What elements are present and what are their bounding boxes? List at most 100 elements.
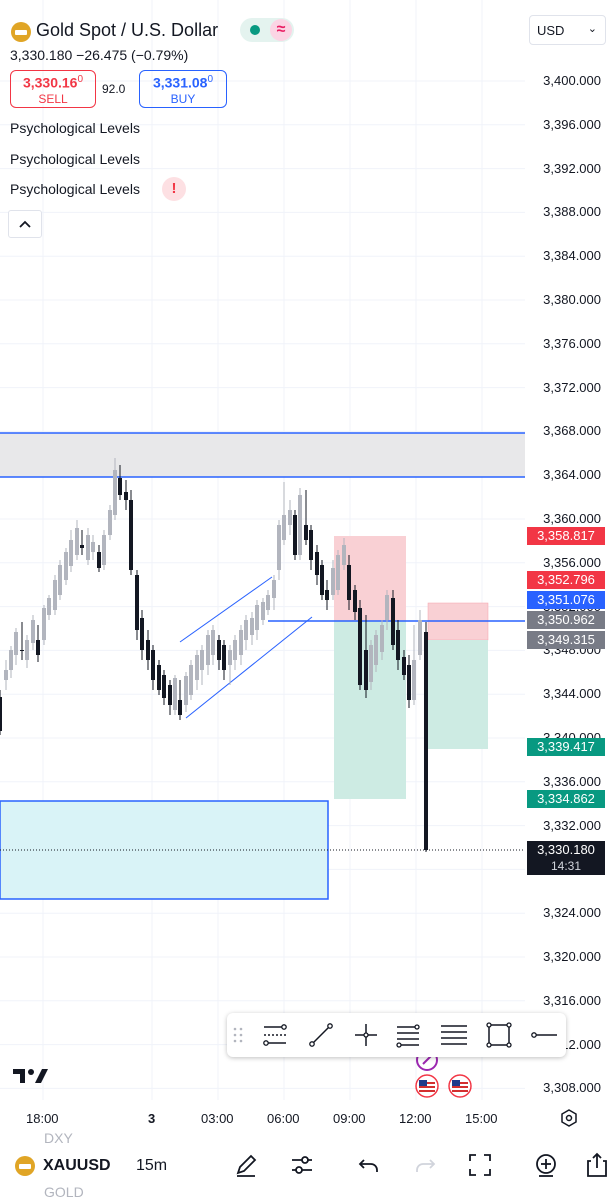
market-status[interactable]: ≈ [240, 18, 294, 42]
candle-body [298, 495, 302, 555]
indicator-legend-3[interactable]: Psychological Levels [10, 181, 140, 197]
candle-body [140, 618, 144, 650]
rectangle-icon[interactable] [483, 1019, 515, 1051]
candle-body [178, 700, 182, 715]
candle-body [336, 555, 340, 590]
warning-icon[interactable]: ! [162, 177, 186, 201]
price-axis-label: 3,384.000 [543, 248, 601, 264]
candle-body [97, 552, 101, 568]
buy-button[interactable]: 3,331.080 BUY [139, 70, 227, 108]
candle-body [353, 590, 357, 612]
candle-body [222, 645, 226, 670]
candle-body [91, 542, 95, 552]
channel-lower-line [185, 616, 313, 719]
prev-symbol-ghost: DXY [44, 1130, 73, 1146]
candle-body [64, 552, 68, 580]
candle-body [108, 510, 112, 535]
price-chart[interactable] [0, 0, 611, 1136]
candle-body [173, 678, 177, 710]
candle-body [396, 630, 400, 660]
price-axis-label: 3,356.000 [543, 554, 601, 570]
resistance-zone [0, 433, 525, 477]
fib-retracement-icon[interactable] [392, 1019, 424, 1051]
candle-body [315, 552, 319, 575]
gold-logo-icon [15, 1156, 35, 1176]
redo-icon[interactable] [411, 1151, 439, 1179]
candle-body [20, 650, 24, 651]
candle-body [424, 632, 428, 850]
candle-body [206, 635, 210, 665]
price-axis-label: 3,332.000 [543, 817, 601, 833]
candle-body [47, 598, 51, 615]
sell-button[interactable]: 3,330.160 SELL [10, 70, 96, 108]
collapse-legend-button[interactable] [8, 210, 42, 238]
candle-body [129, 500, 133, 570]
candle-body [4, 670, 8, 680]
candle-body [75, 528, 79, 555]
sell-price-sup: 0 [77, 74, 84, 85]
price-tag: 3,358.817 [527, 527, 605, 545]
share-icon[interactable] [583, 1151, 611, 1179]
us-flag-event-icon[interactable] [415, 1074, 439, 1098]
candle-body [250, 618, 254, 635]
price-axis-label: 3,360.000 [543, 511, 601, 526]
candle-body [118, 478, 122, 495]
price-axis-label: 3,324.000 [543, 905, 601, 921]
candle-body [385, 595, 389, 620]
trend-line-tool-icon[interactable] [259, 1019, 291, 1051]
time-axis-label: 03:00 [201, 1111, 234, 1126]
candle-body [309, 530, 313, 560]
next-symbol-ghost: GOLD [44, 1184, 84, 1200]
horizontal-ray-icon[interactable] [527, 1019, 559, 1051]
price-axis-label: 3,344.000 [543, 686, 601, 702]
candle-body [157, 665, 161, 690]
parallel-lines-icon[interactable] [438, 1019, 470, 1051]
price-axis-label: 3,400.000 [543, 73, 601, 88]
drag-handle-icon[interactable] [233, 1027, 243, 1043]
candle-body [239, 630, 243, 655]
line-icon[interactable] [305, 1019, 337, 1051]
candle-body [255, 605, 259, 630]
add-alert-icon[interactable] [532, 1151, 560, 1179]
price-axis-label: 3,364.000 [543, 467, 601, 483]
candle-body [418, 620, 422, 655]
interval-button[interactable]: 15m [136, 1157, 168, 1174]
currency-select[interactable]: USD ⌄ [529, 15, 606, 45]
price-axis-label: 3,316.000 [543, 992, 601, 1008]
fullscreen-icon[interactable] [466, 1151, 494, 1179]
candle-body [102, 535, 106, 565]
gold-logo-icon [11, 22, 31, 42]
price-axis-label: 3,320.000 [543, 949, 601, 964]
candle-body [124, 492, 128, 500]
candle-body [266, 595, 270, 610]
crosshair-icon[interactable] [350, 1019, 382, 1051]
pencil-icon[interactable] [232, 1151, 260, 1179]
symbol-title[interactable]: Gold Spot / U.S. Dollar [36, 20, 219, 40]
candle-body [53, 580, 57, 610]
indicator-legend-2[interactable]: Psychological Levels [10, 151, 140, 167]
candle-body [288, 510, 292, 525]
undo-icon[interactable] [355, 1151, 383, 1179]
candle-body [162, 675, 166, 698]
candle-body [347, 565, 351, 600]
candle-body [380, 625, 384, 652]
chart-settings-icon[interactable] [560, 1109, 578, 1127]
bar-countdown: 14:31 [550, 859, 582, 873]
price-tag: 3,351.076 [527, 591, 605, 609]
us-flag-event-icon[interactable] [448, 1074, 472, 1098]
candle-body [358, 608, 362, 685]
indicators-settings-icon[interactable] [288, 1151, 316, 1179]
symbol-button[interactable]: XAUUSD [43, 1157, 111, 1174]
candle-body [14, 632, 18, 655]
tradingview-logo-icon [13, 1069, 48, 1083]
buy-label: BUY [170, 91, 196, 106]
candle-body [342, 545, 346, 565]
candle-body [168, 685, 172, 705]
indicator-legend-1[interactable]: Psychological Levels [10, 120, 140, 136]
bottom-bar [0, 1136, 611, 1200]
chevron-down-icon: ⌄ [587, 23, 597, 35]
time-axis-label: 09:00 [333, 1111, 366, 1126]
last-price: 3,330.180 [537, 842, 595, 857]
candle-body [184, 676, 188, 705]
candle-body [36, 640, 40, 655]
